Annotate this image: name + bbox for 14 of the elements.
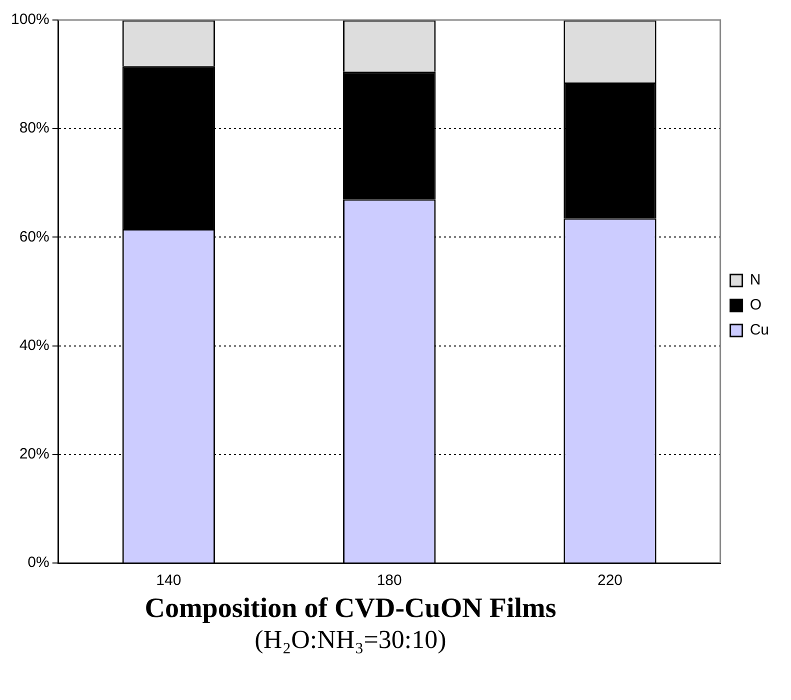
- y-tick-label: 100%: [10, 11, 50, 28]
- x-tick-label: 140: [156, 572, 182, 590]
- legend-label: O: [750, 296, 762, 314]
- text: Composition of CVD-CuON Films: [144, 593, 558, 625]
- y-tick-label: 20%: [19, 446, 50, 463]
- y-tick-label: 40%: [19, 336, 50, 354]
- y-tick-label: 80%: [19, 120, 50, 137]
- y-tick-label: 60%: [19, 228, 50, 246]
- y-tick-label: 0%: [28, 554, 50, 572]
- legend-label: Cu: [750, 322, 770, 339]
- text: (H₂O:NH₃=30:10): [254, 625, 448, 655]
- x-tick-label: 220: [597, 572, 623, 590]
- legend-label: N: [750, 272, 761, 289]
- x-tick-label: 180: [376, 572, 402, 590]
